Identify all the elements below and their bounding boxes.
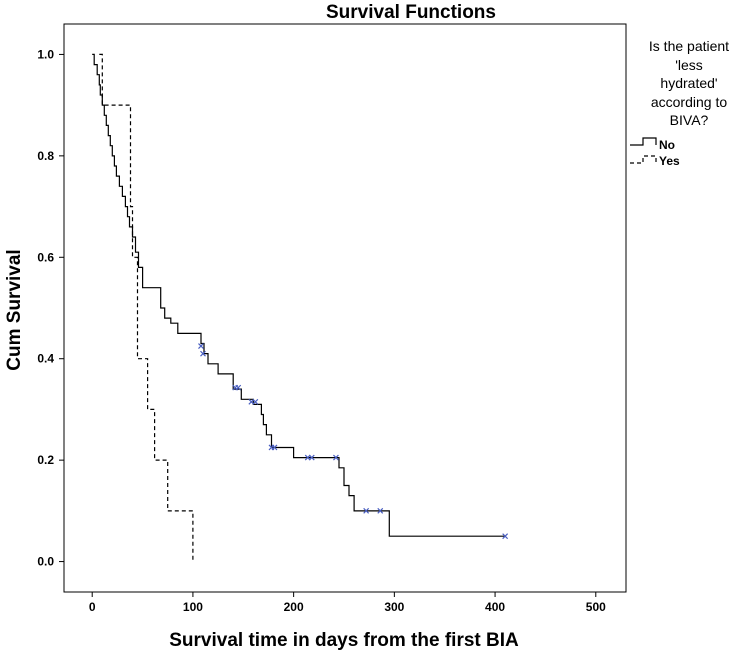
series-line-no (92, 53, 506, 537)
y-tick-label: 0.0 (37, 555, 54, 569)
x-tick-label: 300 (384, 600, 404, 614)
legend: Is the patient 'less hydrated' according… (630, 38, 729, 168)
x-tick-label: 100 (183, 600, 203, 614)
y-axis-label: Cum Survival (4, 249, 25, 370)
y-tick-label: 0.8 (37, 149, 54, 163)
y-tick-label: 0.4 (37, 352, 54, 366)
censor-mark (377, 507, 384, 514)
censor-mark (502, 533, 509, 540)
series-line-yes (99, 53, 194, 562)
y-tick-label: 0.6 (37, 250, 54, 264)
x-tick-label: 200 (284, 600, 304, 614)
legend-yes-swatch (630, 155, 657, 164)
y-tick-label: 1.0 (37, 47, 54, 61)
censor-mark (271, 444, 278, 451)
censor-mark (333, 454, 339, 461)
x-tick-label: 0 (89, 600, 96, 614)
series-layer (92, 53, 506, 562)
y-tick-label: 0.2 (37, 453, 54, 467)
censor-marks (198, 343, 509, 540)
x-tick-label: 400 (485, 600, 505, 614)
legend-title-line: 'less (675, 57, 703, 73)
censor-mark (235, 384, 242, 391)
legend-yes-label: Yes (659, 154, 680, 168)
censor-mark (308, 454, 315, 461)
legend-no-swatch (630, 137, 657, 146)
plot-frame (63, 23, 627, 593)
censor-mark (200, 350, 206, 357)
legend-no-label: No (659, 138, 675, 152)
legend-title-line: Is the patient (649, 38, 729, 54)
legend-title-line: according to (651, 94, 727, 110)
x-axis: 0 100 200 300 400 500 (89, 592, 606, 614)
legend-title-line: hydrated' (660, 75, 717, 91)
legend-title-line: BIVA? (670, 112, 709, 128)
x-tick-label: 500 (586, 600, 606, 614)
censor-mark (252, 398, 259, 405)
censor-mark (198, 343, 204, 349)
censor-mark (363, 507, 370, 514)
x-axis-label: Survival time in days from the first BIA (169, 630, 519, 651)
y-axis: 0.0 0.2 0.4 0.6 0.8 1.0 (37, 47, 64, 569)
chart-title: Survival Functions (326, 2, 496, 23)
